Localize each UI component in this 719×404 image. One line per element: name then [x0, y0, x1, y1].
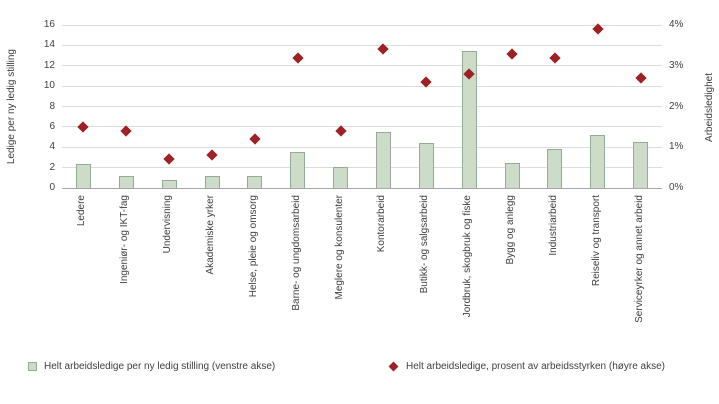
bar-2 — [161, 179, 177, 188]
x-axis-label: Ingeniør- og IKT-fag — [119, 195, 131, 284]
left-axis-tick-label: 2 — [49, 161, 55, 173]
gridline — [62, 187, 662, 189]
diamond-marker-3 — [206, 149, 218, 162]
x-axis-label: Meglere og konsulenter — [333, 195, 345, 300]
bar-11 — [547, 149, 563, 188]
x-axis-label: Butikk- og salgsarbeid — [419, 195, 431, 294]
diamond-marker-13 — [634, 72, 647, 84]
right-axis-title: Arbeidsledighet — [704, 22, 715, 192]
diamond-marker-4 — [249, 133, 261, 145]
bar-13 — [633, 142, 649, 188]
left-axis-tick-label: 12 — [43, 59, 55, 71]
x-axis-label: Undervisning — [162, 195, 174, 254]
bar-12 — [590, 135, 606, 188]
right-axis-title-text: Arbeidsledighet — [704, 72, 715, 142]
left-axis-tick-label: 6 — [49, 120, 55, 132]
gridline — [62, 167, 662, 169]
legend: Helt arbeidsledige per ny ledig stilling… — [0, 357, 719, 375]
right-axis-tick-label: 2% — [669, 100, 684, 112]
gridline — [62, 24, 662, 26]
bar-4 — [247, 175, 263, 188]
x-axis-label: Reiseliv og transport — [590, 195, 602, 287]
diamond-marker-2 — [163, 153, 175, 166]
gridline — [62, 106, 662, 107]
diamond-marker-11 — [549, 51, 561, 64]
x-axis-label: Barne- og ungdomsarbeid — [290, 195, 302, 311]
x-axis-label: Jordbruk, skogbruk og fiske — [462, 195, 474, 318]
x-axis-label: Akademiske yrker — [205, 195, 216, 275]
legend-label-bars: Helt arbeidsledige per ny ledig stilling… — [44, 360, 276, 372]
legend-item-bars: Helt arbeidsledige per ny ledig stilling… — [28, 357, 275, 375]
bar-0 — [75, 163, 91, 188]
left-axis-tick-label: 8 — [49, 100, 55, 112]
legend-item-diamonds: Helt arbeidsledige, prosent av arbeidsst… — [388, 357, 665, 375]
diamond-marker-10 — [506, 47, 518, 60]
diamond-marker-5 — [292, 51, 304, 64]
left-axis-tick-label: 14 — [43, 39, 55, 51]
right-axis-tick-label: 3% — [669, 59, 684, 71]
diamond-series-swatch-icon — [388, 361, 399, 371]
gridline — [62, 146, 662, 148]
x-axis-label: Industriarbeid — [547, 195, 559, 256]
left-axis-tick-label: 16 — [43, 19, 55, 30]
bar-8 — [418, 143, 434, 188]
left-axis-tick-label: 4 — [49, 141, 55, 153]
left-axis-title-text: Ledige per ny ledig stilling — [6, 49, 17, 165]
gridline — [62, 65, 662, 67]
bar-10 — [504, 162, 520, 188]
gridline — [62, 44, 662, 46]
right-axis-tick-label: 1% — [669, 141, 684, 153]
right-axis-tick-label: 4% — [669, 19, 684, 30]
bar-series-swatch-icon — [28, 361, 37, 371]
x-axis-label: Bygg og anlegg — [505, 195, 516, 265]
bar-5 — [290, 152, 306, 188]
bar-1 — [118, 175, 134, 188]
diamond-marker-0 — [77, 121, 90, 133]
bar-7 — [375, 131, 391, 188]
x-axis-label: Helse, pleie og omsorg — [247, 195, 259, 298]
left-axis-title: Ledige per ny ledig stilling — [6, 22, 17, 192]
bar-9 — [461, 51, 477, 188]
legend-label-diamonds: Helt arbeidsledige, prosent av arbeidsst… — [406, 360, 666, 372]
left-axis-tick-label: 0 — [49, 182, 55, 193]
x-axis-label: Serviceyrker og annet arbeid — [633, 195, 645, 323]
x-axis-label: Ledere — [76, 195, 88, 227]
gridline — [62, 85, 662, 87]
left-axis-tick-label: 10 — [43, 80, 55, 92]
bar-6 — [333, 166, 349, 188]
bar-3 — [204, 175, 220, 188]
gridline — [62, 126, 662, 128]
x-axis-label: Kontorarbeid — [376, 195, 388, 253]
right-axis-tick-label: 0% — [669, 182, 684, 193]
